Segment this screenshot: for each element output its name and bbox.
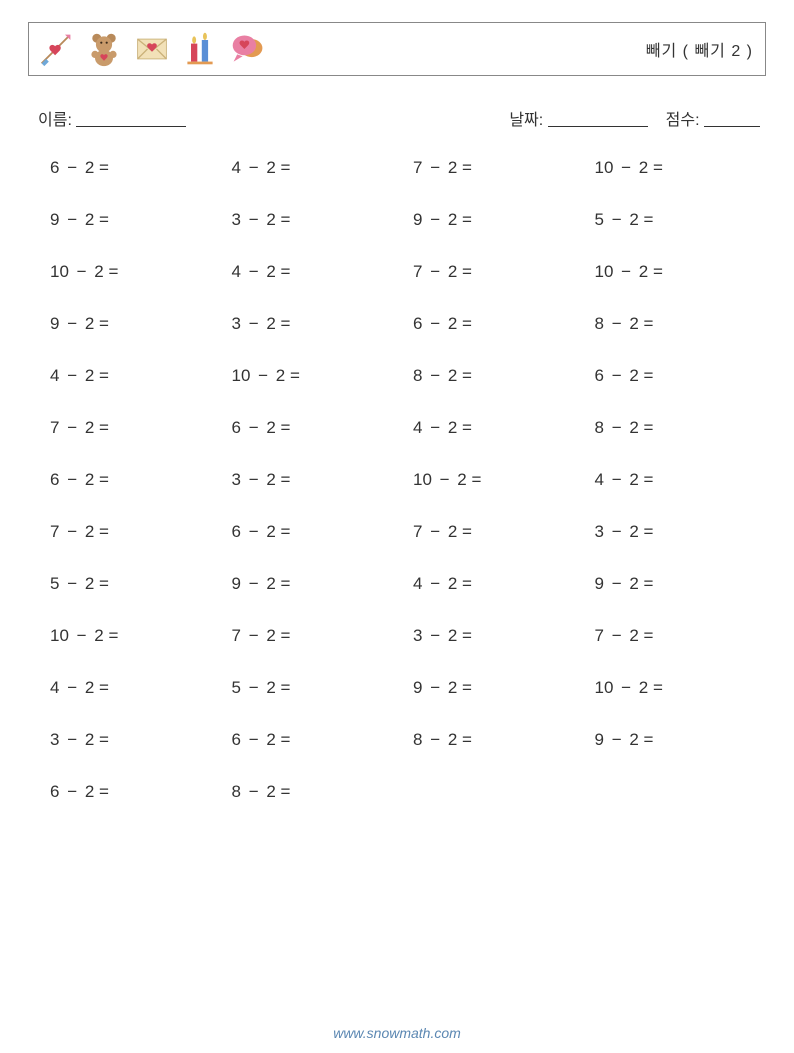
subtraction-problem: 8 − 2 = [413, 366, 585, 386]
score-underline[interactable] [704, 113, 760, 127]
subtraction-problem: 4 − 2 = [413, 574, 585, 594]
subtraction-problem: 6 − 2 = [413, 314, 585, 334]
subtraction-problem: 5 − 2 = [595, 210, 767, 230]
problem-column: 7 − 2 = 9 − 2 = 7 − 2 = 6 − 2 = 8 − 2 = 4 − 2… [413, 158, 585, 834]
subtraction-problem: 6 − 2 = [50, 782, 222, 802]
subtraction-problem: 3 − 2 = [232, 210, 404, 230]
subtraction-problem: 8 − 2 = [413, 730, 585, 750]
subtraction-problem: 6 − 2 = [50, 470, 222, 490]
problem-column: 6 − 2 = 9 − 2 = 10 − 2 = 9 − 2 = 4 − 2 = 7 − … [50, 158, 222, 834]
subtraction-problem: 10 − 2 = [595, 262, 767, 282]
subtraction-problem: 7 − 2 = [595, 626, 767, 646]
subtraction-problem: 10 − 2 = [413, 470, 585, 490]
cupid-arrow-icon [37, 30, 75, 68]
subtraction-problem: 7 − 2 = [50, 522, 222, 542]
subtraction-problem: 9 − 2 = [50, 210, 222, 230]
subtraction-problem: 10 − 2 = [50, 262, 222, 282]
subtraction-problem: 8 − 2 = [595, 418, 767, 438]
worksheet-page: 빼기 ( 빼기 2 ) 이름: 날짜: 점수: 6 − 2 =9 − 2 =10… [0, 0, 794, 1053]
problem-column: 4 − 2 = 3 − 2 = 4 − 2 = 3 − 2 = 10 − 2 = 6 − … [232, 158, 404, 834]
candles-icon [181, 30, 219, 68]
subtraction-problem: 4 − 2 = [413, 418, 585, 438]
header-icon-row [37, 30, 267, 68]
subtraction-problem: 10 − 2 = [595, 678, 767, 698]
subtraction-problem: 10 − 2 = [595, 158, 767, 178]
subtraction-problem: 4 − 2 = [232, 158, 404, 178]
subtraction-problem: 4 − 2 = [595, 470, 767, 490]
header-box: 빼기 ( 빼기 2 ) [28, 22, 766, 76]
subtraction-problem: 4 − 2 = [232, 262, 404, 282]
score-field: 점수: [666, 106, 760, 130]
love-letter-icon [133, 30, 171, 68]
footer-url: www.snowmath.com [0, 1025, 794, 1041]
heart-speech-icon [229, 30, 267, 68]
teddy-bear-icon [85, 30, 123, 68]
subtraction-problem: 6 − 2 = [50, 158, 222, 178]
score-label: 점수: [666, 112, 700, 129]
subtraction-problem: 6 − 2 = [232, 418, 404, 438]
info-row: 이름: 날짜: 점수: [28, 106, 766, 130]
subtraction-problem: 9 − 2 = [232, 574, 404, 594]
subtraction-problem: 3 − 2 = [50, 730, 222, 750]
worksheet-title: 빼기 ( 빼기 2 ) [646, 37, 753, 61]
subtraction-problem: 9 − 2 = [595, 574, 767, 594]
subtraction-problem: 7 − 2 = [413, 158, 585, 178]
subtraction-problem: 3 − 2 = [232, 470, 404, 490]
subtraction-problem: 3 − 2 = [595, 522, 767, 542]
date-field: 날짜: [509, 106, 647, 130]
subtraction-problem: 4 − 2 = [50, 678, 222, 698]
subtraction-problem: 9 − 2 = [50, 314, 222, 334]
subtraction-problem: 7 − 2 = [413, 522, 585, 542]
subtraction-problem: 6 − 2 = [232, 730, 404, 750]
info-right-group: 날짜: 점수: [509, 106, 760, 130]
subtraction-problem: 7 − 2 = [50, 418, 222, 438]
subtraction-problem: 8 − 2 = [232, 782, 404, 802]
date-label: 날짜: [509, 112, 543, 129]
name-label: 이름: [38, 112, 72, 129]
name-underline[interactable] [76, 113, 186, 127]
subtraction-problem: 8 − 2 = [595, 314, 767, 334]
subtraction-problem: 10 − 2 = [50, 626, 222, 646]
name-field: 이름: [38, 106, 186, 130]
date-underline[interactable] [548, 113, 648, 127]
subtraction-problem: 6 − 2 = [232, 522, 404, 542]
subtraction-problem: 10 − 2 = [232, 366, 404, 386]
problems-grid: 6 − 2 =9 − 2 =10 − 2 =9 − 2 =4 − 2 =7 − … [28, 158, 766, 834]
subtraction-problem: 9 − 2 = [413, 678, 585, 698]
subtraction-problem: 5 − 2 = [232, 678, 404, 698]
subtraction-problem: 3 − 2 = [413, 626, 585, 646]
subtraction-problem: 4 − 2 = [50, 366, 222, 386]
subtraction-problem: 9 − 2 = [595, 730, 767, 750]
subtraction-problem: 9 − 2 = [413, 210, 585, 230]
subtraction-problem: 3 − 2 = [232, 314, 404, 334]
problem-column: 10 − 2 = 5 − 2 = 10 − 2 = 8 − 2 = 6 − 2 = 8 −… [595, 158, 767, 834]
subtraction-problem: 5 − 2 = [50, 574, 222, 594]
subtraction-problem: 6 − 2 = [595, 366, 767, 386]
subtraction-problem: 7 − 2 = [232, 626, 404, 646]
subtraction-problem: 7 − 2 = [413, 262, 585, 282]
